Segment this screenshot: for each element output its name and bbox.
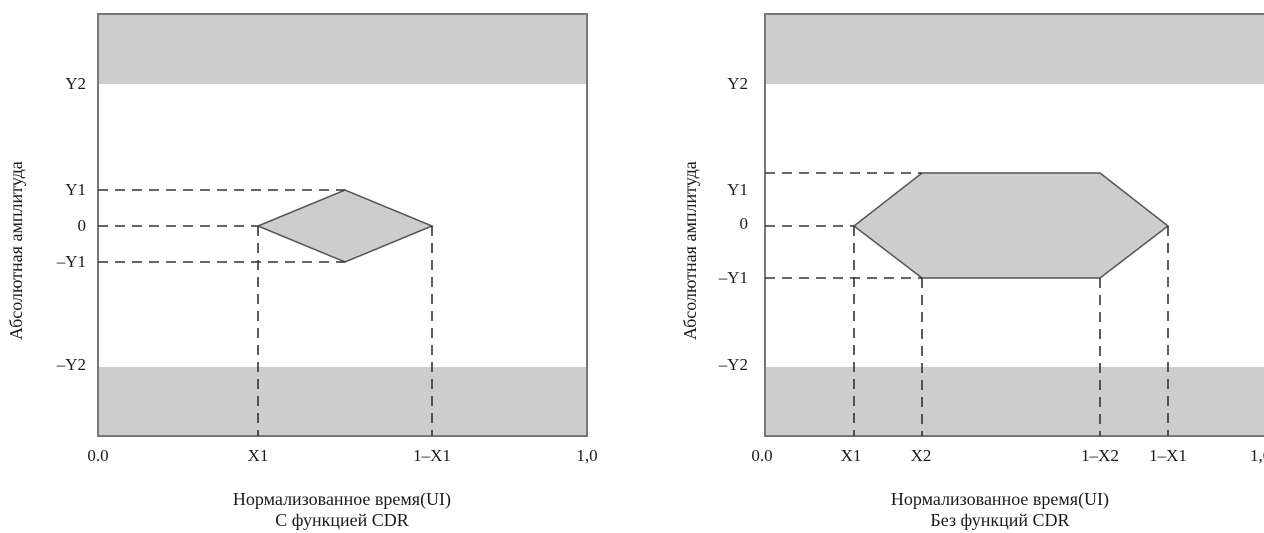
x-label-0: 0.0 [87,446,109,465]
lower-mask-region [765,367,1264,436]
eye-mask-panel-with-cdr: Абсолютная амплитуда Y2 Y1 0 –Y1 –Y2 0.0… [6,13,598,530]
y-axis-title: Абсолютная амплитуда [6,161,26,340]
plot-frame [764,13,1264,437]
dashed-guides [98,189,433,436]
x-axis-title: Нормализованное время(UI) [232,489,452,509]
y-label-neg-y2: –Y2 [56,355,86,374]
upper-mask-region [765,14,1264,84]
eye-mask-diagram-with-cdr [97,13,588,437]
dashed-guides [765,172,1169,436]
y-label-neg-y1: –Y1 [56,252,86,271]
x-label-1: 1,0 [576,446,598,465]
lower-mask-region [98,367,587,436]
x-label-x1: X1 [840,446,862,465]
eye-mask-diagram-without-cdr [764,13,1264,437]
x-label-x2: X2 [910,446,932,465]
x-label-1: 1,0 [1250,446,1264,465]
center-mask-hexagon [852,172,1170,279]
y-label-neg-y1: –Y1 [718,268,748,287]
y-label-zero: 0 [739,214,749,233]
x-label-1-minus-x2: 1–X2 [1081,446,1119,465]
panel-caption: С функцией CDR [275,510,409,530]
upper-mask-region [98,14,587,84]
x-label-0: 0.0 [751,446,773,465]
x-label-1-minus-x1: 1–X1 [413,446,451,465]
y-label-y1: Y1 [65,180,86,199]
x-label-x1: X1 [247,446,269,465]
panel-caption: Без функций CDR [930,510,1070,530]
y-label-neg-y2: –Y2 [718,355,748,374]
plot-frame [97,13,588,437]
center-mask-diamond [256,189,434,263]
eye-mask-panel-without-cdr: Абсолютная амплитуда Y2 Y1 0 –Y1 –Y2 0.0… [632,0,1264,533]
x-label-1-minus-x1: 1–X1 [1149,446,1187,465]
y-label-zero: 0 [77,216,87,235]
x-axis-title: Нормализованное время(UI) [890,489,1110,509]
y-label-y2: Y2 [727,74,748,93]
y-label-y1: Y1 [727,180,748,199]
y-label-y2: Y2 [65,74,86,93]
